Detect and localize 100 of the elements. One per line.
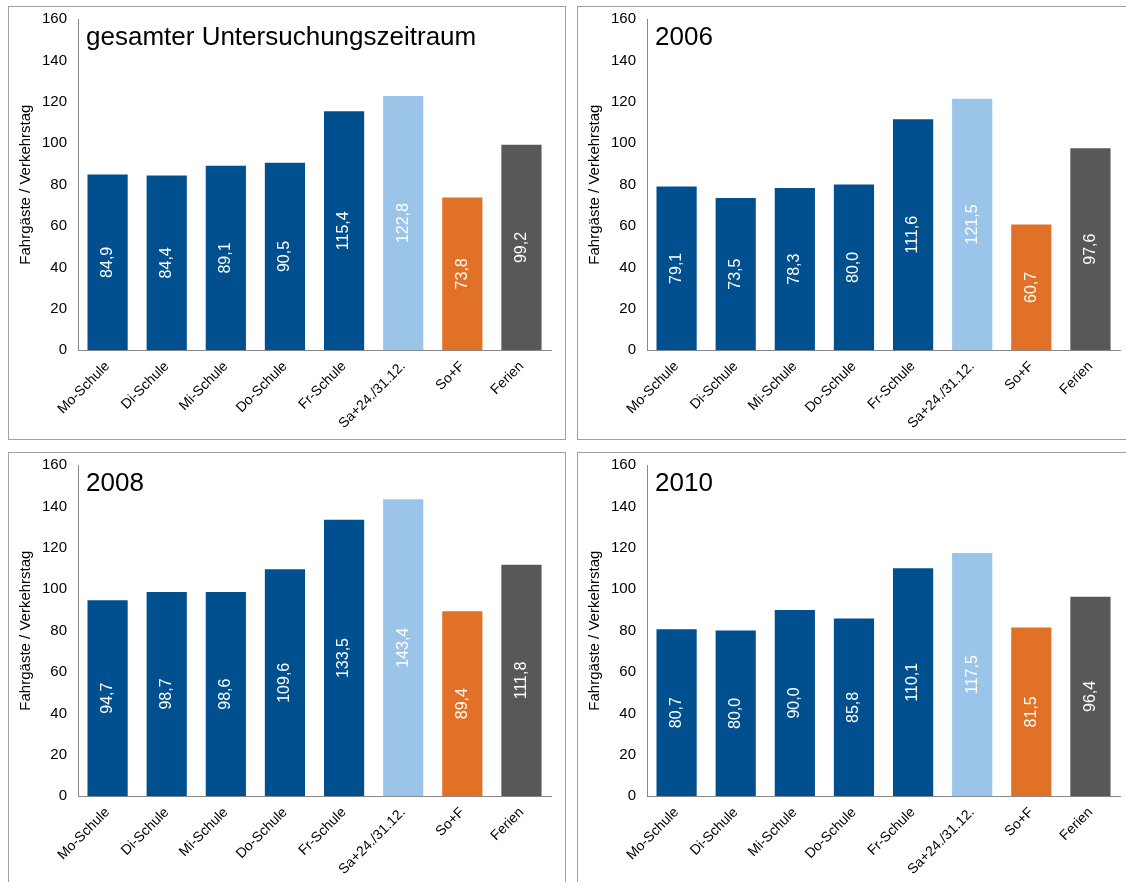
y-tick-label: 160 xyxy=(611,9,637,27)
y-tick-label: 60 xyxy=(619,662,637,680)
bar xyxy=(264,569,306,797)
bar xyxy=(442,611,483,797)
data-label: 110,1 xyxy=(903,662,921,702)
data-label: 90,0 xyxy=(785,687,803,719)
y-tick-label: 100 xyxy=(42,133,68,151)
bar xyxy=(383,96,424,351)
bar xyxy=(774,188,815,351)
y-tick-label: 100 xyxy=(611,579,637,597)
y-tick-label: 60 xyxy=(50,216,68,234)
bar xyxy=(1070,148,1111,351)
data-label: 80,0 xyxy=(844,251,862,283)
data-label: 90,5 xyxy=(275,240,293,273)
chart-title: 2006 xyxy=(655,21,713,52)
bar xyxy=(1070,596,1111,797)
y-tick-label: 140 xyxy=(42,50,68,68)
y-tick-label: 80 xyxy=(619,174,637,192)
data-label: 121,5 xyxy=(962,204,980,245)
bar xyxy=(442,197,483,351)
data-label: 117,5 xyxy=(962,655,980,695)
y-axis-title: Fahrgäste / Verkehrstag xyxy=(585,104,603,265)
bar xyxy=(774,609,815,797)
y-tick-label: 0 xyxy=(58,786,68,804)
y-tick-label: 60 xyxy=(619,216,637,234)
y-tick-label: 40 xyxy=(50,703,68,721)
bar xyxy=(323,519,365,797)
bar xyxy=(952,98,993,351)
y-tick-label: 120 xyxy=(42,91,68,109)
data-label: 98,7 xyxy=(157,678,175,710)
y-tick-label: 140 xyxy=(42,496,68,514)
y-tick-label: 0 xyxy=(627,340,637,358)
bar xyxy=(833,618,875,797)
y-axis-title: Fahrgäste / Verkehrstag xyxy=(585,550,603,711)
data-label: 122,8 xyxy=(393,202,411,244)
bar xyxy=(715,630,756,797)
data-label: 109,6 xyxy=(275,662,293,703)
bar xyxy=(87,600,128,797)
y-tick-label: 40 xyxy=(50,257,68,275)
data-label: 85,8 xyxy=(844,691,862,723)
y-tick-label: 160 xyxy=(42,455,68,473)
bar xyxy=(205,592,246,797)
y-tick-label: 0 xyxy=(58,340,68,358)
bar xyxy=(205,165,246,351)
bar xyxy=(715,198,756,351)
y-tick-label: 160 xyxy=(42,9,68,27)
bar xyxy=(892,119,934,351)
data-label: 133,5 xyxy=(334,637,352,679)
y-tick-label: 120 xyxy=(42,537,68,555)
y-tick-label: 80 xyxy=(50,174,68,192)
chart-title: 2010 xyxy=(655,467,713,498)
data-label: 89,4 xyxy=(452,688,470,720)
bar xyxy=(501,564,542,797)
data-label: 111,6 xyxy=(903,215,921,254)
data-label: 79,1 xyxy=(666,252,684,284)
y-tick-label: 140 xyxy=(611,50,637,68)
y-tick-label: 40 xyxy=(619,257,637,275)
y-tick-label: 40 xyxy=(619,703,637,721)
bar xyxy=(383,499,424,797)
bar xyxy=(952,552,993,797)
data-label: 81,5 xyxy=(1021,696,1039,728)
bar xyxy=(146,175,187,351)
data-label: 80,7 xyxy=(666,697,684,729)
data-label: 73,5 xyxy=(726,258,744,290)
data-label: 97,6 xyxy=(1080,233,1098,265)
chart-title: gesamter Untersuchungszeitraum xyxy=(86,21,477,52)
y-axis-title: Fahrgäste / Verkehrstag xyxy=(16,550,34,711)
data-label: 84,4 xyxy=(157,247,175,279)
data-label: 84,9 xyxy=(97,246,115,278)
y-tick-label: 80 xyxy=(619,620,637,638)
data-label: 111,8 xyxy=(511,661,529,700)
y-tick-label: 20 xyxy=(619,744,637,762)
bar xyxy=(833,184,875,351)
bar xyxy=(501,144,542,351)
bar xyxy=(1011,627,1052,797)
bar xyxy=(264,162,306,351)
data-label: 96,4 xyxy=(1080,680,1098,712)
data-label: 99,2 xyxy=(511,231,529,264)
y-tick-label: 140 xyxy=(611,496,637,514)
data-label: 89,1 xyxy=(216,242,234,274)
y-tick-label: 120 xyxy=(611,91,637,109)
data-label: 73,8 xyxy=(452,258,470,290)
y-tick-label: 100 xyxy=(42,579,68,597)
y-tick-label: 160 xyxy=(611,455,637,473)
bar xyxy=(656,629,697,797)
bar xyxy=(323,111,365,351)
y-tick-label: 120 xyxy=(611,537,637,555)
chart-title: 2008 xyxy=(86,467,144,498)
data-label: 78,3 xyxy=(785,253,803,285)
data-label: 98,6 xyxy=(216,678,234,710)
y-tick-label: 60 xyxy=(50,662,68,680)
y-axis-title: Fahrgäste / Verkehrstag xyxy=(16,104,34,265)
y-tick-label: 20 xyxy=(50,298,68,316)
data-label: 60,7 xyxy=(1021,271,1039,303)
y-tick-label: 100 xyxy=(611,133,637,151)
data-label: 94,7 xyxy=(97,682,115,714)
bar xyxy=(656,186,697,351)
bar xyxy=(146,591,187,797)
data-label: 80,0 xyxy=(726,697,744,729)
data-label: 143,4 xyxy=(393,627,411,668)
